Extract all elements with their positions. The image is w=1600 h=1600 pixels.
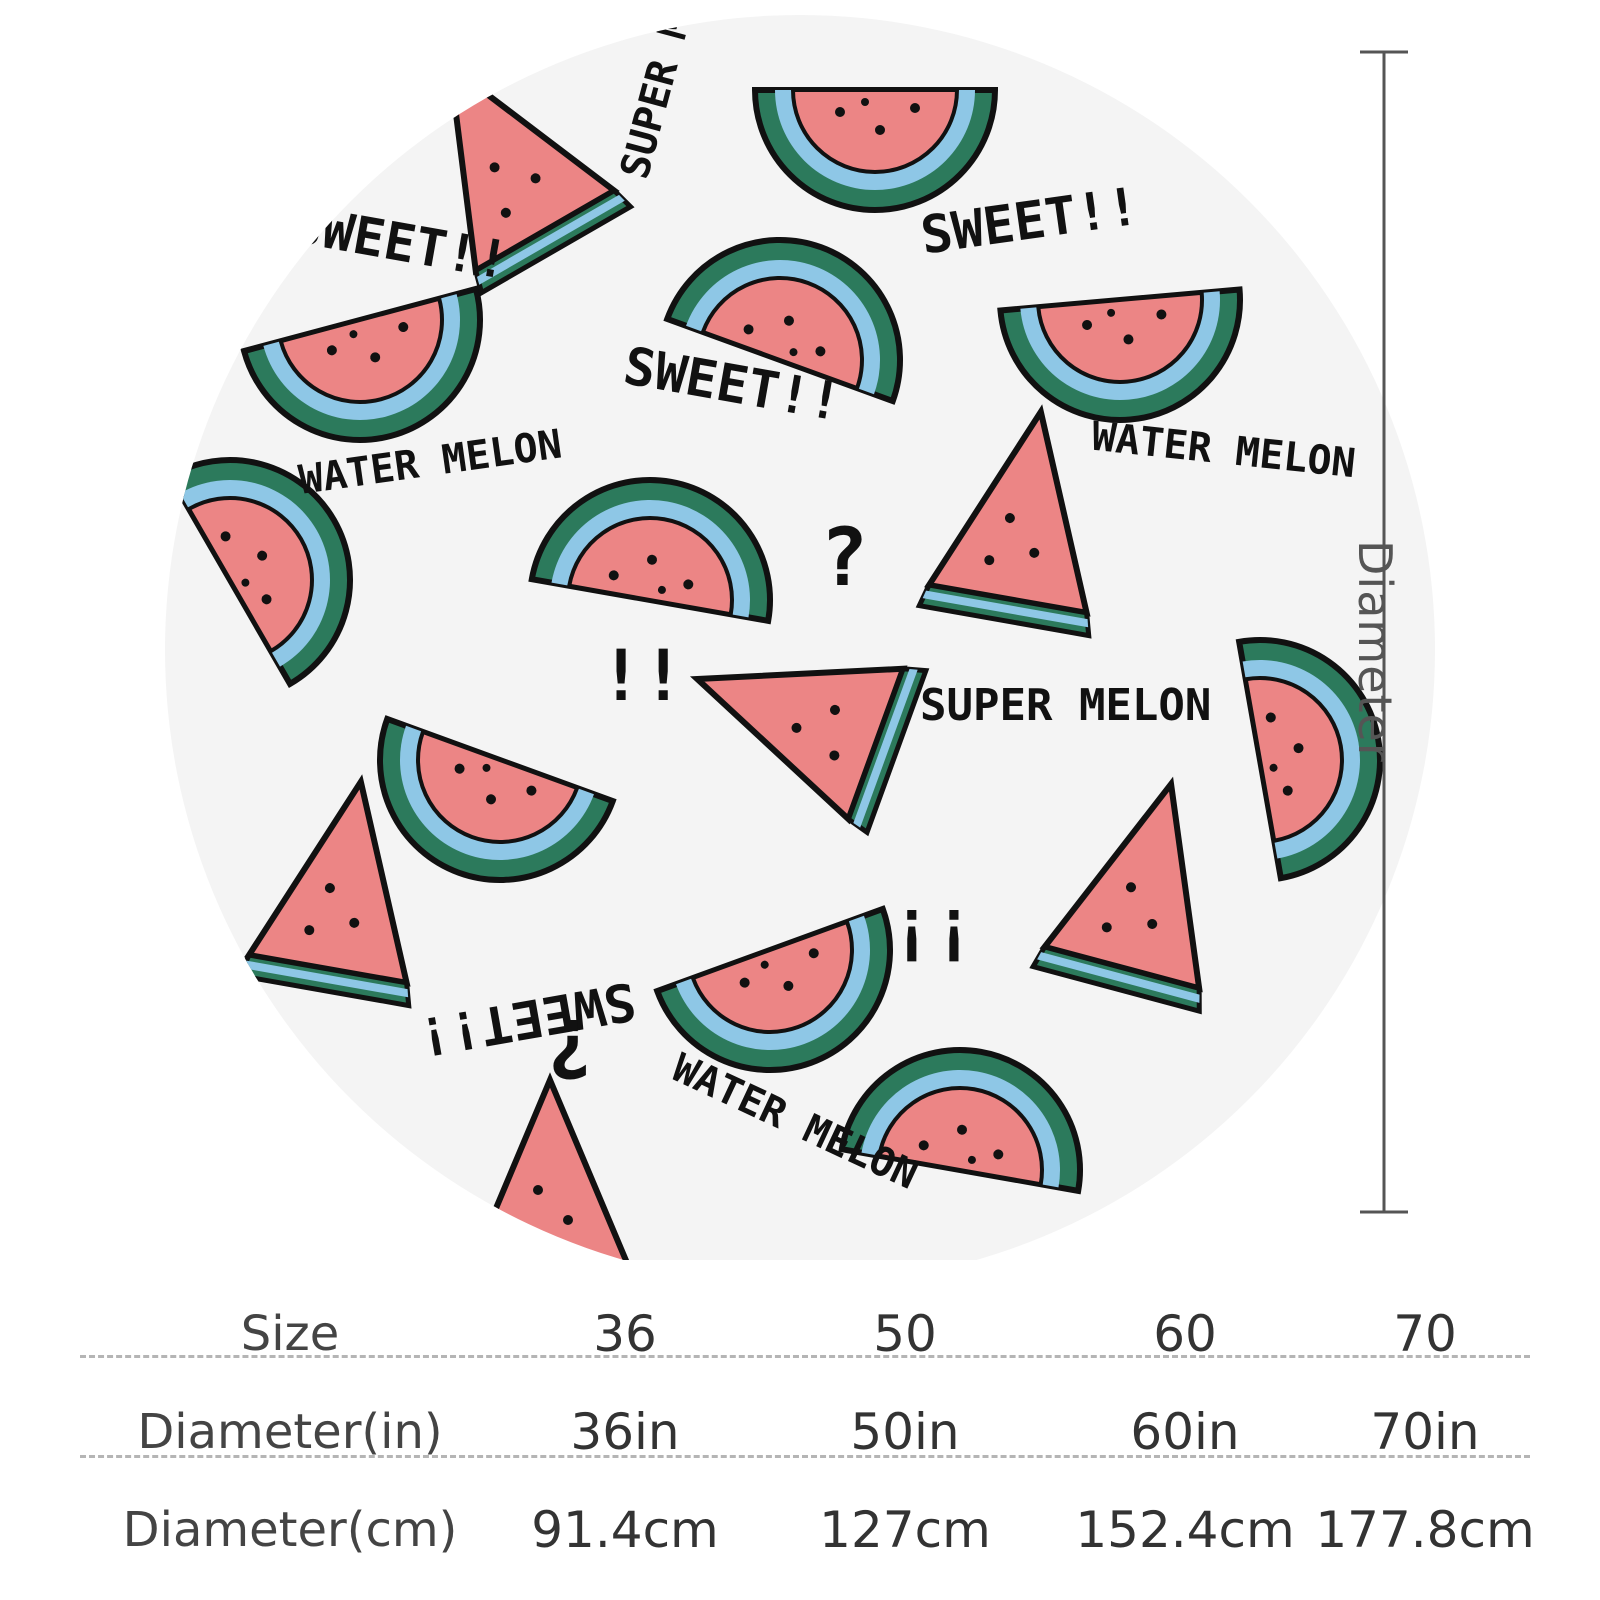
size-header: Size bbox=[240, 1306, 340, 1362]
table-row-size: Size 36 50 60 70 bbox=[80, 1285, 1530, 1383]
table-cell: 70in bbox=[1370, 1403, 1480, 1461]
diameter-label: Diameter bbox=[1348, 540, 1402, 763]
rug-text-super-melon: SUPER MELON bbox=[920, 680, 1211, 731]
rug-exclamation: !! bbox=[600, 635, 684, 717]
diameter-indicator bbox=[1360, 50, 1408, 1214]
table-cell: 177.8cm bbox=[1315, 1501, 1535, 1559]
rug-exclamation: !! bbox=[891, 893, 975, 975]
table-row-diameter-in: Diameter(in) 36in 50in 60in 70in bbox=[80, 1383, 1530, 1481]
round-rug-image: SWEET!! SWEET!! SWEET!! SWEET!! SUPER ME… bbox=[165, 15, 1435, 1260]
row-label: Diameter(in) bbox=[137, 1404, 443, 1460]
size-value: 36 bbox=[593, 1305, 657, 1363]
table-row-diameter-cm: Diameter(cm) 91.4cm 127cm 152.4cm 177.8c… bbox=[80, 1481, 1535, 1579]
rug-circle bbox=[165, 15, 1435, 1260]
table-cell: 152.4cm bbox=[1075, 1501, 1295, 1559]
table-divider bbox=[80, 1455, 1530, 1458]
size-value: 70 bbox=[1393, 1305, 1457, 1363]
table-cell: 127cm bbox=[819, 1501, 991, 1559]
rug-question-mark: ? bbox=[820, 511, 868, 604]
size-table: Size 36 50 60 70 Diameter(in) 36in 50in … bbox=[80, 1285, 1535, 1579]
table-cell: 60in bbox=[1130, 1403, 1240, 1461]
row-label: Diameter(cm) bbox=[122, 1502, 458, 1558]
table-cell: 91.4cm bbox=[531, 1501, 719, 1559]
table-cell: 50in bbox=[850, 1403, 960, 1461]
table-divider bbox=[80, 1355, 1530, 1358]
size-value: 60 bbox=[1153, 1305, 1217, 1363]
size-value: 50 bbox=[873, 1305, 937, 1363]
rug-question-mark: ? bbox=[547, 1001, 595, 1094]
table-cell: 36in bbox=[570, 1403, 680, 1461]
